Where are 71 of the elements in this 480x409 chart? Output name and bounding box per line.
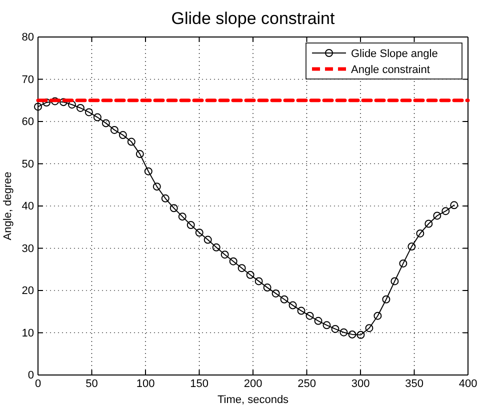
- y-tick-label: 60: [22, 116, 34, 128]
- point: [306, 312, 314, 320]
- point: [229, 257, 238, 266]
- x-tick-label: 100: [136, 378, 155, 390]
- point: [195, 228, 204, 237]
- y-tick-label: 70: [22, 74, 34, 86]
- point: [340, 328, 348, 336]
- point: [442, 207, 450, 216]
- point: [110, 126, 118, 134]
- y-tick-label: 10: [22, 327, 34, 340]
- chart-title: Glide slope constraint: [171, 9, 336, 28]
- point: [220, 250, 229, 259]
- point: [136, 150, 144, 158]
- point: [450, 201, 458, 210]
- point: [204, 236, 212, 244]
- point: [76, 104, 84, 112]
- x-tick-label: 400: [458, 378, 478, 390]
- point: [390, 277, 399, 286]
- point: [186, 221, 195, 230]
- point: [297, 306, 306, 315]
- point: [59, 98, 68, 106]
- point: [356, 330, 365, 339]
- point: [50, 97, 59, 106]
- y-tick-label: 50: [22, 158, 34, 170]
- point: [68, 100, 76, 109]
- point: [127, 138, 136, 146]
- point: [170, 204, 178, 212]
- point: [254, 277, 263, 286]
- point: [118, 131, 127, 140]
- x-axis-title: Time, seconds: [217, 394, 290, 406]
- y-axis-title: Angle, degree: [2, 172, 14, 240]
- x-tick-label: 200: [244, 378, 262, 390]
- point: [382, 295, 390, 304]
- point: [152, 182, 161, 191]
- point: [280, 295, 288, 304]
- y-tick-label: 0: [28, 370, 34, 382]
- point: [322, 321, 331, 330]
- point: [331, 324, 340, 333]
- point: [399, 259, 408, 268]
- x-tick-label: 300: [351, 378, 370, 390]
- point: [288, 301, 297, 310]
- point: [238, 264, 246, 272]
- point: [93, 113, 102, 122]
- x-tick-label: 250: [298, 378, 316, 390]
- point: [178, 212, 186, 221]
- point: [272, 289, 280, 298]
- y-tick-label: 30: [22, 242, 34, 255]
- point: [34, 102, 42, 111]
- legend-label: Angle constraint: [351, 64, 430, 76]
- point: [424, 220, 433, 228]
- point: [348, 330, 356, 338]
- point: [84, 108, 93, 116]
- y-tick-label: 80: [22, 32, 34, 44]
- x-tick-label: 50: [86, 378, 98, 390]
- point: [144, 167, 152, 176]
- point: [246, 270, 254, 279]
- point: [416, 229, 424, 238]
- x-tick-label: 150: [190, 378, 208, 390]
- point: [433, 212, 442, 220]
- x-tick-label: 350: [405, 378, 424, 390]
- legend-label: Glide Slope angle: [351, 48, 438, 60]
- point: [102, 119, 110, 128]
- point: [408, 242, 416, 251]
- point: [212, 243, 220, 252]
- y-tick-label: 40: [22, 200, 34, 213]
- point: [263, 284, 272, 292]
- point: [161, 194, 170, 202]
- y-tick-label: 20: [22, 285, 34, 298]
- point: [374, 312, 382, 320]
- point: [365, 324, 374, 332]
- point: [314, 316, 322, 325]
